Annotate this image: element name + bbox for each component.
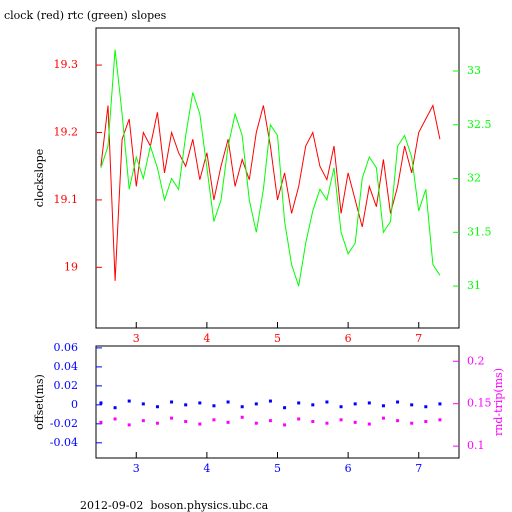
x-tick-label: 3 <box>133 332 140 345</box>
x-tick-label: 6 <box>345 462 352 475</box>
y-tick-label: 19.2 <box>54 125 79 138</box>
data-point <box>311 420 315 424</box>
data-point <box>155 421 159 425</box>
footer: 2012-09-02 boson.physics.ubc.ca <box>80 499 269 512</box>
data-point <box>367 422 371 426</box>
data-point <box>141 419 145 423</box>
data-point <box>268 399 272 403</box>
data-point <box>198 422 202 426</box>
y-tick-label: -0.04 <box>50 436 78 449</box>
data-point <box>113 406 117 410</box>
y-tick-label: 0.06 <box>54 341 79 354</box>
x-tick-label: 5 <box>274 332 281 345</box>
data-point <box>240 405 244 409</box>
y2-axis-label: rnd-trip(ms) <box>492 368 505 436</box>
data-point <box>99 420 103 424</box>
y2-tick-label: 31.5 <box>467 225 492 238</box>
data-point <box>297 401 301 405</box>
data-point <box>212 404 216 408</box>
data-point <box>184 420 188 424</box>
data-point <box>254 421 258 425</box>
data-point <box>353 420 357 424</box>
y-axis-label: clockslope <box>33 149 46 207</box>
data-point <box>283 423 287 427</box>
data-point <box>381 404 385 408</box>
data-point <box>396 400 400 404</box>
x-tick-label: 7 <box>415 462 422 475</box>
data-point <box>424 405 428 409</box>
x-tick-label: 6 <box>345 332 352 345</box>
y2-tick-label: 31 <box>467 279 481 292</box>
data-point <box>184 403 188 407</box>
data-point <box>198 401 202 405</box>
y2-tick-label: 32.5 <box>467 118 492 131</box>
data-point <box>381 416 385 420</box>
data-point <box>170 400 174 404</box>
data-point <box>325 421 329 425</box>
x-tick-label: 5 <box>274 462 281 475</box>
data-point <box>367 401 371 405</box>
data-point <box>396 419 400 423</box>
data-point <box>283 406 287 410</box>
y-tick-label: 0 <box>71 398 78 411</box>
data-point <box>113 417 117 421</box>
data-point <box>170 416 174 420</box>
x-tick-label: 7 <box>415 332 422 345</box>
x-tick-label: 4 <box>203 332 210 345</box>
data-point <box>410 421 414 425</box>
data-point <box>212 418 216 422</box>
y-axis-label: offset(ms) <box>33 374 46 430</box>
y2-tick-label: 33 <box>467 64 481 77</box>
data-point <box>226 420 230 424</box>
y2-tick-label: 32 <box>467 172 481 185</box>
data-point <box>325 400 329 404</box>
data-point <box>339 418 343 422</box>
data-point <box>268 419 272 423</box>
data-point <box>424 420 428 424</box>
x-tick-label: 3 <box>133 462 140 475</box>
data-point <box>127 399 131 403</box>
plot-frame <box>95 27 460 329</box>
data-point <box>141 402 145 406</box>
y-tick-label: 19.1 <box>54 193 79 206</box>
data-point <box>353 402 357 406</box>
data-point <box>297 417 301 421</box>
data-point <box>240 415 244 419</box>
data-point <box>410 403 414 407</box>
y-tick-label: 0.04 <box>54 360 79 373</box>
y2-tick-label: 0.15 <box>467 397 492 410</box>
data-point <box>155 405 159 409</box>
data-point <box>311 403 315 407</box>
plot-frame <box>95 345 460 459</box>
data-point <box>438 402 442 406</box>
y2-tick-label: 0.2 <box>467 354 485 367</box>
data-point <box>127 423 131 427</box>
data-point <box>339 405 343 409</box>
data-point <box>254 402 258 406</box>
x-tick-label: 4 <box>203 462 210 475</box>
y-tick-label: -0.02 <box>50 417 78 430</box>
data-point <box>438 418 442 422</box>
y-tick-label: 0.02 <box>54 379 79 392</box>
series-line <box>100 49 441 287</box>
y-tick-label: 19.3 <box>54 58 79 71</box>
data-point <box>99 401 103 405</box>
series-line <box>100 104 441 281</box>
data-point <box>226 400 230 404</box>
y-tick-label: 19 <box>64 260 78 273</box>
chart-title: clock (red) rtc (green) slopes <box>4 9 167 22</box>
y2-tick-label: 0.1 <box>467 439 485 452</box>
